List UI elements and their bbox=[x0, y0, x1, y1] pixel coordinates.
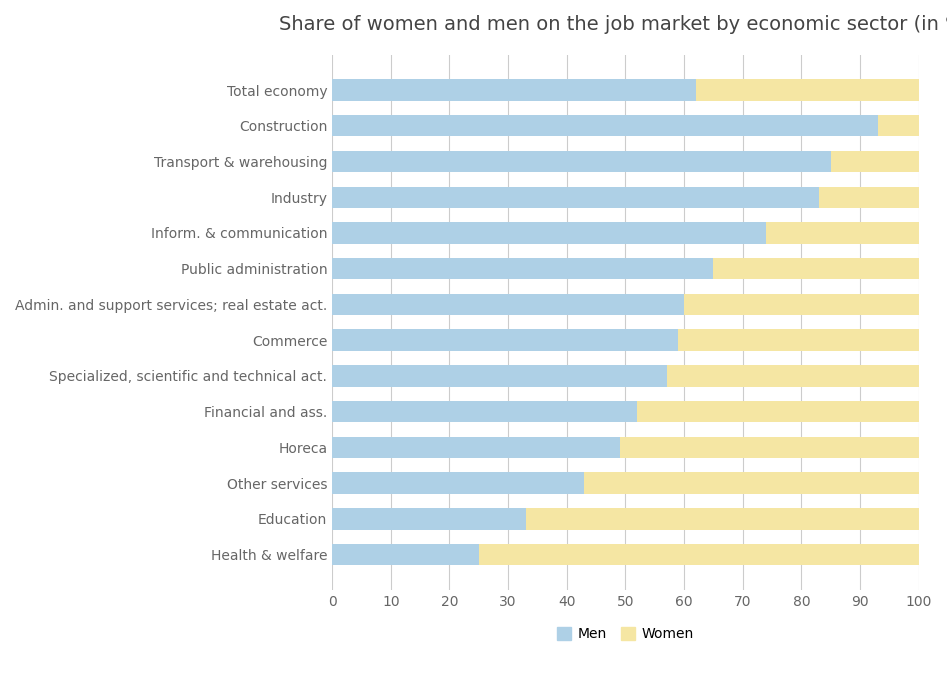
Bar bbox=[696, 79, 919, 101]
Bar bbox=[332, 115, 878, 137]
Bar bbox=[479, 544, 919, 565]
Bar bbox=[766, 222, 919, 244]
Bar bbox=[819, 187, 919, 208]
Bar bbox=[332, 187, 819, 208]
Bar bbox=[332, 508, 526, 530]
Bar bbox=[584, 473, 919, 494]
Bar bbox=[332, 365, 667, 387]
Bar bbox=[878, 115, 919, 137]
Bar bbox=[831, 151, 919, 172]
Bar bbox=[332, 401, 637, 422]
Bar bbox=[332, 222, 766, 244]
Bar bbox=[332, 293, 684, 315]
Bar bbox=[332, 258, 713, 279]
Bar bbox=[713, 258, 919, 279]
Bar bbox=[526, 508, 919, 530]
Bar bbox=[637, 401, 919, 422]
Bar bbox=[332, 151, 831, 172]
Bar bbox=[332, 437, 619, 458]
Bar bbox=[667, 365, 919, 387]
Legend: Men, Women: Men, Women bbox=[551, 622, 700, 647]
Bar bbox=[332, 330, 678, 351]
Bar bbox=[332, 473, 584, 494]
Bar bbox=[678, 330, 919, 351]
Bar bbox=[332, 544, 479, 565]
Bar bbox=[619, 437, 919, 458]
Bar bbox=[684, 293, 919, 315]
Title: Share of women and men on the job market by economic sector (in %): Share of women and men on the job market… bbox=[279, 15, 947, 34]
Bar bbox=[332, 79, 696, 101]
